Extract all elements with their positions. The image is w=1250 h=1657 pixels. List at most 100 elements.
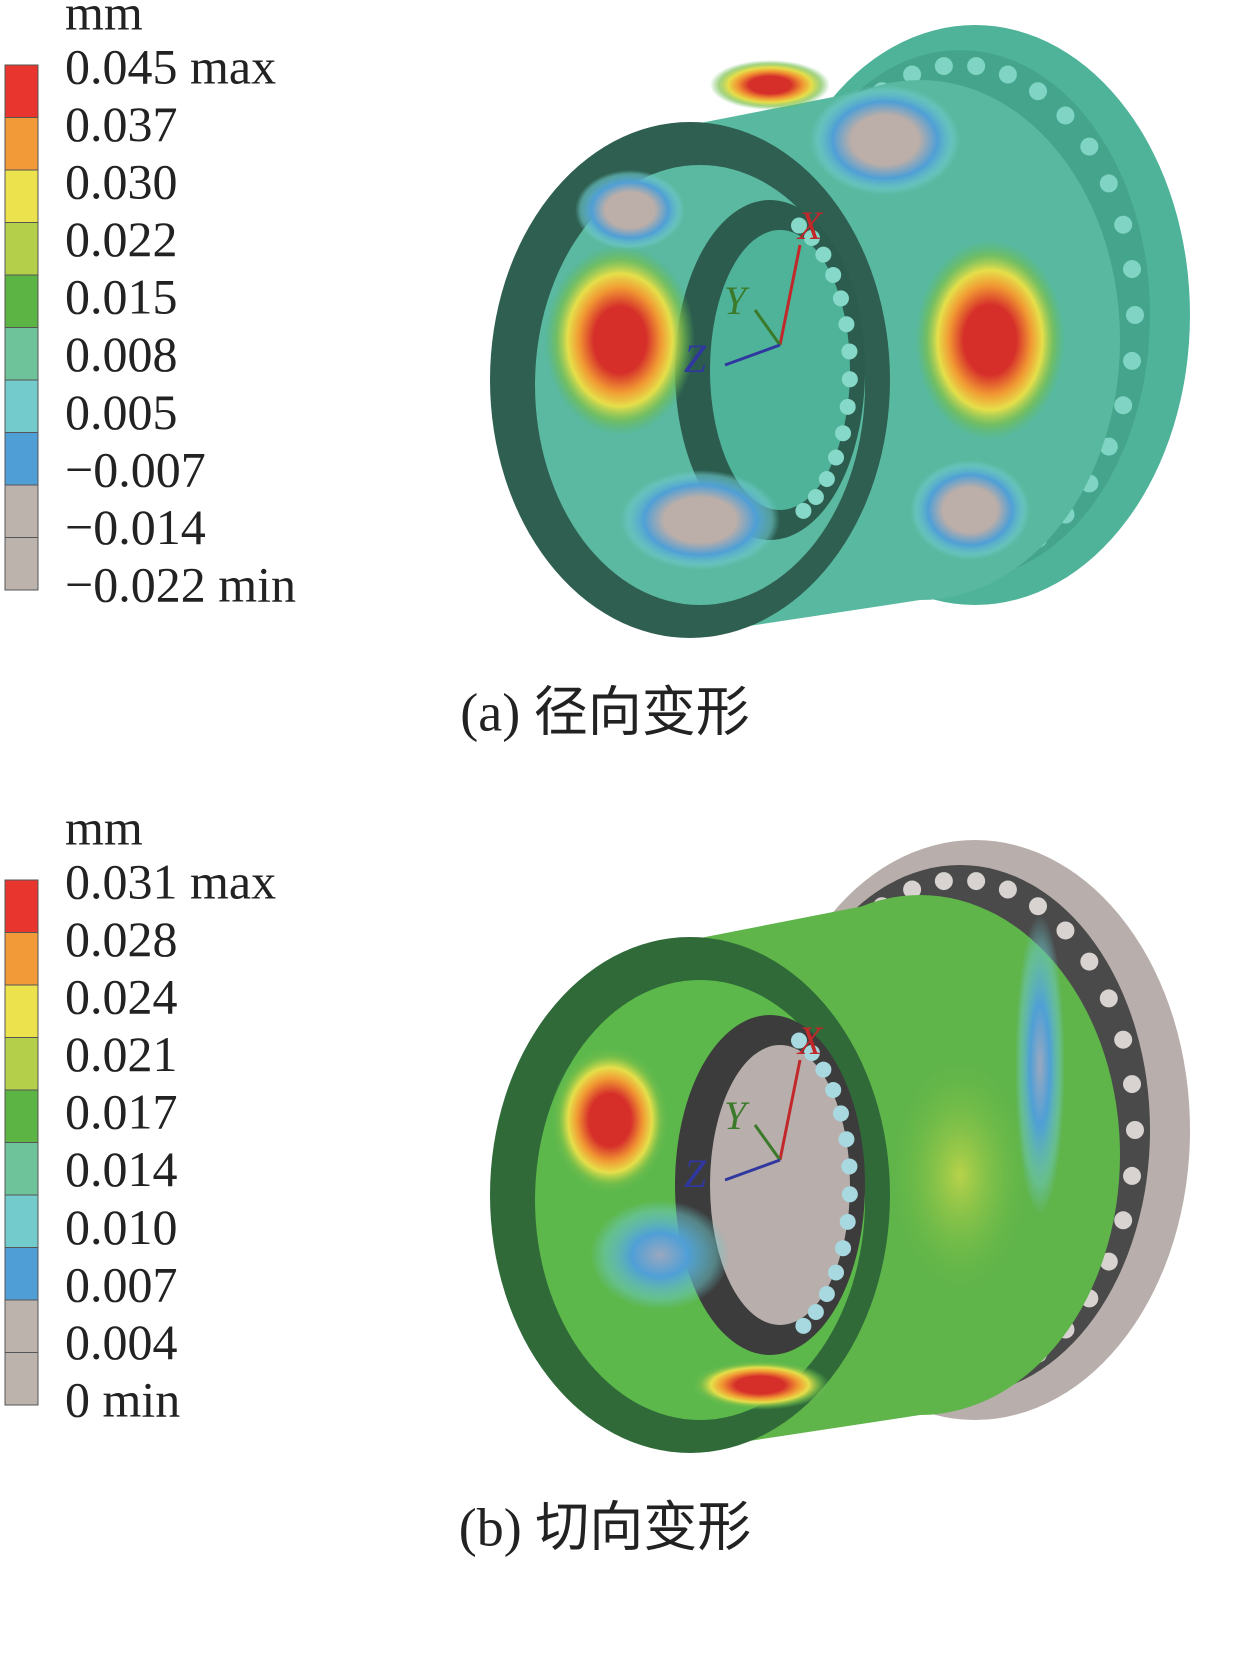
axis-z <box>724 1158 781 1182</box>
legend-swatch <box>4 537 39 591</box>
bolt-hole <box>1126 1121 1144 1139</box>
bore-hole <box>807 488 824 505</box>
bore-hole <box>835 1240 852 1257</box>
legend-swatch <box>4 327 39 381</box>
legend-label: 0.028 <box>65 911 178 967</box>
bore-hole <box>815 1061 832 1078</box>
contour <box>915 240 1065 440</box>
caption: (b) 切向变形 <box>459 1497 751 1557</box>
bore-hole <box>828 449 845 466</box>
legend-swatch <box>4 64 39 118</box>
axis-x <box>778 1059 802 1161</box>
legend-swatch <box>4 432 39 486</box>
legend-swatch <box>4 1142 39 1196</box>
legend-label: −0.014 <box>65 499 206 555</box>
legend-label: 0.030 <box>65 154 178 210</box>
legend-swatch <box>4 379 39 433</box>
legend-label: 0.031 max <box>65 853 276 909</box>
bolt-hole <box>1123 351 1142 370</box>
bore-hole <box>835 425 852 442</box>
axis-label: X <box>796 1018 824 1063</box>
bolt-hole <box>1099 174 1118 193</box>
bolt-hole <box>1123 1166 1142 1185</box>
bore-hole <box>841 1186 858 1203</box>
legend-label: 0.005 <box>65 384 178 440</box>
inner-bore <box>710 1045 850 1325</box>
contour <box>575 170 685 250</box>
axis-label: Z <box>684 1151 707 1196</box>
bolt-hole <box>967 872 986 891</box>
legend-label: 0.037 <box>65 96 178 152</box>
bore-hole <box>839 1213 856 1230</box>
axis-y <box>753 1124 782 1161</box>
contour <box>910 460 1030 560</box>
bolt-hole <box>1029 82 1048 101</box>
contour <box>890 1055 1030 1295</box>
legend-label: 0.017 <box>65 1084 178 1140</box>
bolt-hole <box>1099 989 1118 1008</box>
legend-swatch <box>4 117 39 171</box>
bolt-hole <box>1114 215 1133 234</box>
legend-swatch <box>4 1194 39 1248</box>
bore-hole <box>803 229 820 246</box>
bolt-hole <box>903 65 922 84</box>
bolt-hole <box>1114 1030 1133 1049</box>
legend-swatch <box>4 984 39 1038</box>
bolt-hole <box>998 65 1017 84</box>
bore-hole <box>795 502 812 519</box>
bolt-hole <box>1099 437 1118 456</box>
legend-label: 0.004 <box>65 1314 178 1370</box>
contour <box>550 1045 670 1195</box>
axis-label: Y <box>724 1093 750 1138</box>
legend-swatch <box>4 274 39 328</box>
legend-label: 0.008 <box>65 326 178 382</box>
legend-swatch <box>4 932 39 986</box>
bolt-hole <box>1114 1211 1133 1230</box>
legend-label: 0.022 <box>65 211 178 267</box>
bolt-hole <box>1029 897 1048 916</box>
bore-hole <box>832 1105 849 1122</box>
axis-label: Y <box>724 278 750 323</box>
contour <box>545 245 695 435</box>
bolt-hole <box>934 57 953 76</box>
bolt-hole <box>934 872 953 891</box>
bolt-hole <box>1123 1075 1142 1094</box>
contour <box>710 60 830 110</box>
legend-label: −0.007 <box>65 441 206 497</box>
axis-y <box>753 309 782 346</box>
legend-swatch <box>4 1037 39 1091</box>
bore-hole <box>838 316 855 333</box>
legend-label: 0.024 <box>65 969 178 1025</box>
bore-hole <box>828 1264 845 1281</box>
bore-hole <box>818 1286 835 1303</box>
inner-bore <box>710 230 850 510</box>
legend-swatch <box>4 879 39 933</box>
bolt-hole <box>1126 306 1144 324</box>
bore-hole <box>841 1158 858 1175</box>
bolt-hole <box>1080 137 1099 156</box>
contour <box>1015 915 1065 1215</box>
legend-swatch <box>4 1299 39 1353</box>
legend-swatch <box>4 1352 39 1406</box>
axis-z <box>724 343 781 367</box>
axis-label: Z <box>684 336 707 381</box>
legend-label: −0.022 min <box>65 556 296 612</box>
legend-label: 0.010 <box>65 1199 178 1255</box>
bore-hole <box>825 266 842 283</box>
contour <box>810 85 960 195</box>
axis-x <box>778 244 802 346</box>
bore-hole <box>839 398 856 415</box>
legend-label: 0.014 <box>65 1141 178 1197</box>
bore-hole <box>790 1032 807 1049</box>
legend-label: 0 min <box>65 1371 180 1427</box>
bolt-hole <box>903 880 922 899</box>
contour <box>620 470 780 570</box>
bore-hole <box>832 290 849 307</box>
bolt-hole <box>998 880 1017 899</box>
bore-hole <box>818 471 835 488</box>
bolt-hole <box>1056 106 1075 125</box>
bolt-hole <box>967 57 986 76</box>
bore-hole <box>795 1317 812 1334</box>
bolt-hole <box>1099 1252 1118 1271</box>
legend-swatch <box>4 222 39 276</box>
